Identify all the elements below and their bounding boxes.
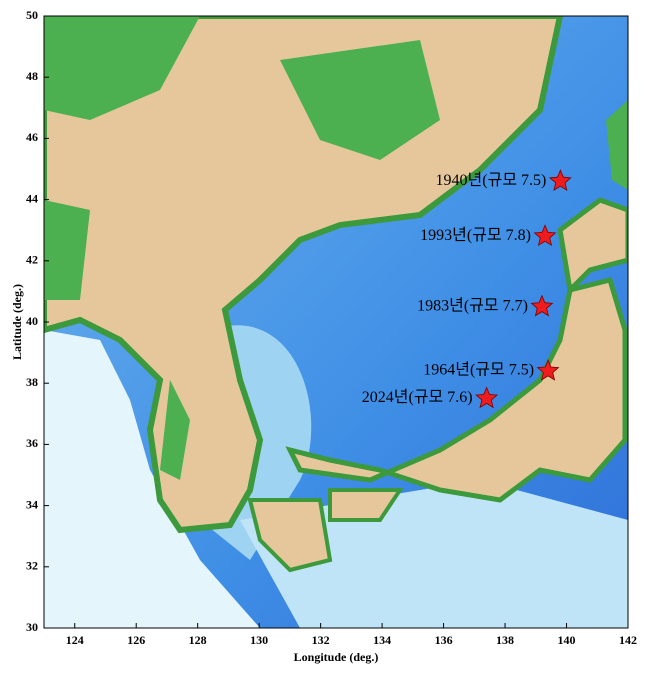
yellow-sea [44, 330, 260, 628]
y-tick-label: 40 [26, 314, 38, 328]
x-tick-label: 132 [312, 633, 330, 647]
x-tick-label: 124 [66, 633, 84, 647]
x-tick-label: 140 [558, 633, 576, 647]
y-axis-label: Latitude (deg.) [10, 284, 24, 360]
shikoku [328, 488, 404, 522]
honshu [285, 276, 628, 503]
epicenter-star [548, 169, 572, 191]
x-tick-label: 128 [189, 633, 207, 647]
map-area [44, 16, 628, 628]
sakhalin [606, 100, 628, 190]
x-tick-label: 142 [619, 633, 637, 647]
epicenter-label: 1940년(규모 7.5) [436, 171, 547, 189]
forest [44, 16, 440, 480]
y-tick-label: 38 [26, 375, 38, 389]
epicenter-star [475, 386, 499, 409]
y-tick-label: 44 [26, 191, 38, 205]
x-tick-label: 130 [250, 633, 268, 647]
epicenter-label: 1983년(규모 7.7) [417, 296, 528, 314]
epicenter-star [533, 224, 557, 247]
epicenter-star [530, 294, 554, 317]
x-tick-label: 136 [435, 633, 453, 647]
y-tick-label: 46 [26, 130, 38, 144]
epicenter-star [536, 358, 560, 381]
y-tick-label: 48 [26, 69, 38, 83]
y-tick-label: 50 [26, 8, 38, 22]
epicenter-label: 1964년(규모 7.5) [423, 361, 534, 379]
y-tick-label: 30 [26, 620, 38, 634]
epicenter-label: 2024년(규모 7.6) [362, 388, 473, 406]
x-tick-label: 134 [373, 633, 391, 647]
x-tick-label: 138 [496, 633, 514, 647]
x-axis-label: Longitude (deg.) [294, 650, 379, 664]
y-tick-label: 34 [26, 497, 38, 511]
x-tick-label: 126 [127, 633, 145, 647]
y-tick-label: 36 [26, 436, 38, 450]
epicenter-label: 1993년(규모 7.8) [420, 226, 531, 244]
y-tick-label: 32 [26, 559, 38, 573]
y-tick-label: 42 [26, 253, 38, 267]
kyushu [247, 498, 333, 573]
